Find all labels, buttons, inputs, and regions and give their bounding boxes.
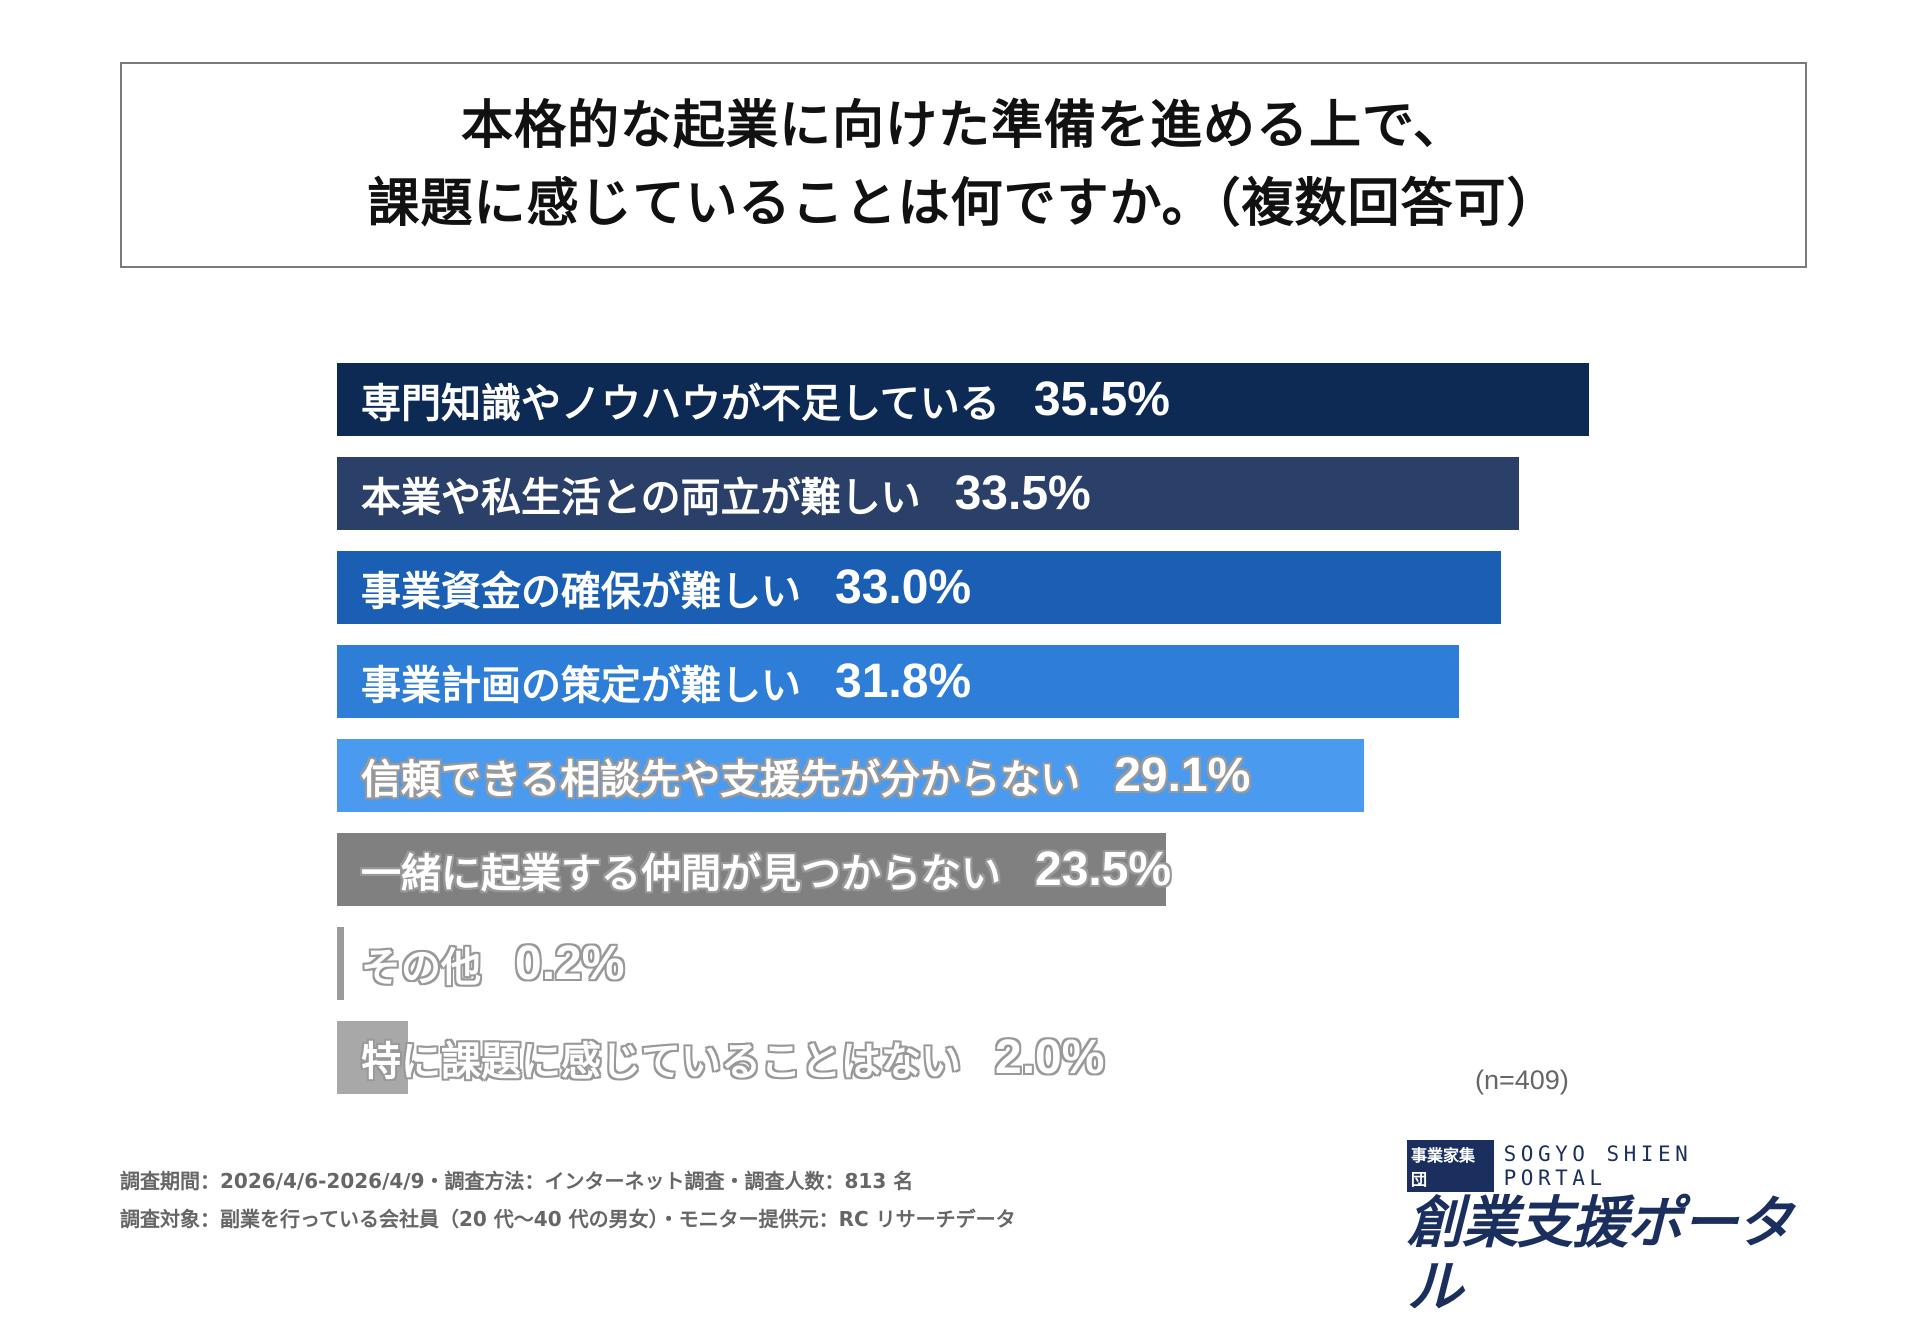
category-label: 事業資金の確保が難しい [361, 568, 801, 615]
category-label: その他 [361, 944, 481, 991]
bar [337, 833, 1166, 906]
logo: 事業家集団 SOGYO SHIEN PORTAL 創業支援ポータル [1407, 1140, 1807, 1320]
title-line-2: 課題に感じていることは何ですか。（複数回答可） [367, 174, 1560, 234]
bar [337, 739, 1364, 812]
category-label: 専門知識やノウハウが不足している [361, 380, 1000, 427]
category-label: 本業や私生活との両立が難しい [361, 474, 921, 521]
bar [337, 1021, 408, 1094]
value-label: 31.8% [835, 655, 972, 708]
category-label: 事業計画の策定が難しい [361, 662, 801, 709]
bar [337, 457, 1519, 530]
logo-english: SOGYO SHIEN PORTAL [1503, 1142, 1693, 1190]
bar-label: 事業資金の確保が難しい 33.0% [361, 551, 971, 624]
footer-survey-info: 調査期間：2026/4/6-2026/4/9・調査方法：インターネット調査・調査… [120, 1169, 914, 1193]
value-label: 23.5% [1035, 843, 1172, 896]
value-label: 2.0% [995, 1031, 1105, 1084]
sample-size: (n=409) [1475, 1065, 1569, 1095]
bar [337, 645, 1459, 718]
footer-survey-target: 調査対象：副業を行っている会社員（20 代〜40 代の男女）・モニター提供元：R… [120, 1207, 1016, 1231]
bar [337, 551, 1502, 624]
bar-label: 一緒に起業する仲間が見つからない 23.5% [361, 833, 1171, 906]
bar-label: 本業や私生活との両立が難しい 33.5% [361, 457, 1091, 530]
category-label: 一緒に起業する仲間が見つからない [361, 850, 1001, 897]
bar-chart: 専門知識やノウハウが不足している 35.5% 本業や私生活との両立が難しい 33.5%… [337, 363, 1837, 1103]
bar [337, 363, 1590, 436]
bar-label: その他 0.2% [361, 927, 624, 1000]
bar-label: 事業計画の策定が難しい 31.8% [361, 645, 971, 718]
value-label: 29.1% [1114, 749, 1251, 802]
bar-label: 信頼できる相談先や支援先が分からない 29.1% [361, 739, 1250, 812]
logo-japanese: 創業支援ポータル [1407, 1191, 1793, 1320]
value-label: 33.5% [954, 467, 1091, 520]
title-box: 本格的な起業に向けた準備を進める上で、 課題に感じていることは何ですか。（複数回… [120, 62, 1807, 268]
category-label: 特に課題に感じていることはない [361, 1038, 961, 1085]
category-label: 信頼できる相談先や支援先が分からない [361, 756, 1081, 803]
bar-label: 特に課題に感じていることはない 2.0% [361, 1021, 1104, 1094]
logo-badge: 事業家集団 [1407, 1140, 1494, 1192]
bar-label: 専門知識やノウハウが不足している 35.5% [361, 363, 1170, 436]
title-line-1: 本格的な起業に向けた準備を進める上で、 [461, 96, 1466, 156]
value-label: 0.2% [515, 937, 625, 990]
value-label: 35.5% [1033, 373, 1170, 426]
value-label: 33.0% [835, 561, 972, 614]
bar [337, 927, 345, 1000]
